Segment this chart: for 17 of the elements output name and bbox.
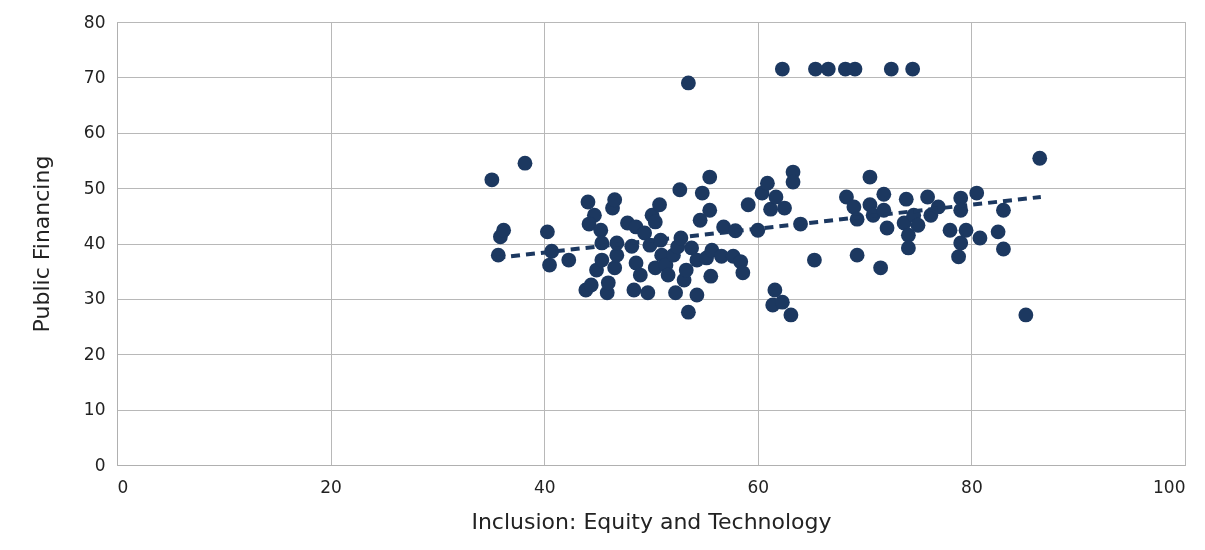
x-tick-label: 0: [117, 476, 129, 497]
y-tick-label: 50: [83, 177, 106, 198]
y-tick-label: 60: [83, 122, 106, 143]
y-tick-label: 20: [83, 343, 106, 364]
y-axis-title: Public Financing: [28, 155, 54, 333]
y-tick-label: 30: [83, 288, 106, 309]
x-tick-label: 100: [1153, 476, 1186, 497]
x-tick-label: 20: [320, 476, 342, 497]
x-tick-label: 60: [747, 476, 770, 497]
y-tick-label: 70: [83, 66, 106, 87]
x-tick-label: 40: [533, 476, 556, 497]
x-axis-title: Inclusion: Equity and Technology: [471, 508, 832, 534]
y-tick-label: 80: [83, 11, 106, 32]
y-tick-label: 0: [94, 454, 106, 475]
y-tick-label: 10: [83, 399, 106, 420]
x-tick-label: 80: [961, 476, 983, 497]
y-tick-label: 40: [83, 233, 106, 253]
